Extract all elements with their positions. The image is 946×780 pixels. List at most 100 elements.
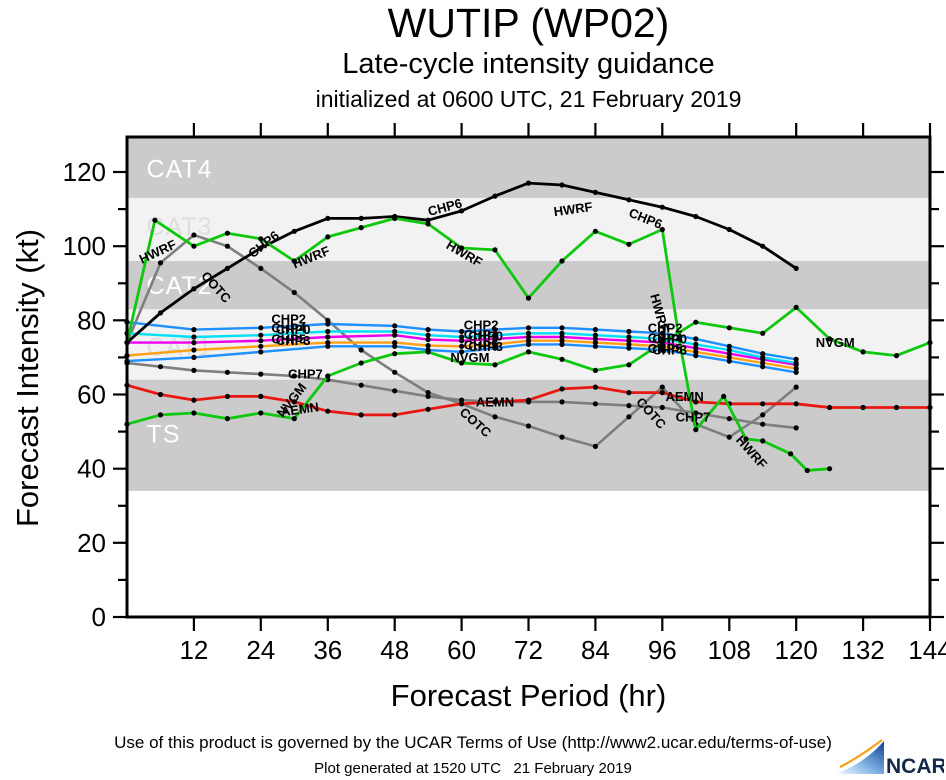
data-point xyxy=(726,351,732,357)
data-point xyxy=(793,265,799,271)
data-point xyxy=(559,330,565,336)
data-point xyxy=(325,408,331,414)
data-point xyxy=(659,330,665,336)
data-point xyxy=(525,180,532,186)
data-point xyxy=(693,353,699,359)
data-point xyxy=(291,416,297,422)
data-point xyxy=(659,404,665,411)
data-point xyxy=(492,362,498,368)
data-point xyxy=(258,371,264,377)
data-point xyxy=(693,341,699,347)
series-chp6 xyxy=(124,180,799,346)
data-point xyxy=(224,369,230,375)
data-point xyxy=(893,404,900,411)
data-point xyxy=(459,208,465,214)
terms-of-use-text: Use of this product is governed by the U… xyxy=(114,733,832,752)
data-point xyxy=(760,401,766,407)
x-tick-label: 96 xyxy=(648,635,677,665)
data-point xyxy=(893,353,900,359)
data-point xyxy=(392,351,398,357)
data-point xyxy=(425,347,431,353)
data-point xyxy=(726,416,732,422)
band-label-ts: TS xyxy=(147,420,181,448)
line-label-aemn: AEMN xyxy=(665,389,703,404)
data-point xyxy=(492,332,498,338)
data-point xyxy=(157,310,164,316)
band-cat2 xyxy=(127,261,930,310)
data-point xyxy=(425,406,431,412)
data-point xyxy=(559,338,565,344)
data-point xyxy=(459,343,465,349)
data-point xyxy=(659,340,665,346)
data-point xyxy=(459,245,465,251)
data-point xyxy=(659,343,665,349)
data-point xyxy=(258,338,264,344)
data-point xyxy=(224,393,230,399)
data-point xyxy=(626,341,632,347)
axis-ticks xyxy=(113,123,944,631)
data-point xyxy=(592,189,599,195)
data-point xyxy=(425,221,431,227)
x-tick-label: 84 xyxy=(581,635,610,665)
y-tick-label: 60 xyxy=(77,380,106,410)
data-point xyxy=(626,362,632,368)
data-point xyxy=(525,325,532,331)
plot-frame xyxy=(125,135,932,619)
data-point xyxy=(191,397,197,403)
data-point xyxy=(827,466,833,472)
y-tick-label: 20 xyxy=(77,528,106,558)
data-point xyxy=(726,226,732,233)
data-point xyxy=(693,319,699,325)
data-point xyxy=(693,336,699,342)
data-point xyxy=(459,349,465,355)
data-point xyxy=(693,345,699,351)
data-point xyxy=(592,332,599,338)
data-point xyxy=(760,360,766,366)
data-point xyxy=(559,386,565,392)
x-tick-label: 12 xyxy=(179,635,208,665)
data-point xyxy=(291,399,297,405)
data-point xyxy=(492,345,498,351)
data-point xyxy=(827,336,833,342)
x-tick-label: 120 xyxy=(775,635,818,665)
data-point xyxy=(358,225,364,231)
y-tick-label: 0 xyxy=(92,602,106,632)
init-time-line: initialized at 0600 UTC, 21 February 201… xyxy=(315,86,742,112)
data-point xyxy=(191,286,197,292)
data-point xyxy=(325,334,331,340)
data-point xyxy=(793,360,799,366)
data-point xyxy=(459,360,465,366)
data-point xyxy=(191,354,197,360)
data-point xyxy=(492,336,498,342)
band-label-cat4: CAT4 xyxy=(147,155,213,183)
data-point xyxy=(224,265,230,271)
data-point xyxy=(392,328,398,335)
x-tick-label: 48 xyxy=(380,635,409,665)
data-point xyxy=(459,338,465,344)
data-point xyxy=(659,204,665,210)
data-point xyxy=(224,230,230,236)
line-label-chp2: CHP2 xyxy=(271,312,306,327)
data-point xyxy=(592,343,599,349)
data-point xyxy=(191,232,197,238)
data-point xyxy=(525,397,532,403)
data-point xyxy=(291,258,297,264)
data-point xyxy=(191,340,197,346)
data-point xyxy=(626,197,632,203)
data-point xyxy=(358,412,364,418)
data-point xyxy=(592,336,599,342)
data-point xyxy=(626,390,632,396)
data-point xyxy=(157,260,164,266)
series-chp2 xyxy=(124,319,799,362)
data-point xyxy=(492,327,498,333)
data-point xyxy=(793,425,799,431)
line-label-chp3: CHP3 xyxy=(652,343,687,358)
data-point xyxy=(392,340,398,346)
line-label-chp3: CHP3 xyxy=(468,339,503,354)
data-point xyxy=(392,332,398,338)
data-point xyxy=(559,399,565,405)
data-point xyxy=(425,327,431,333)
data-point xyxy=(721,393,727,399)
data-point xyxy=(425,337,431,343)
